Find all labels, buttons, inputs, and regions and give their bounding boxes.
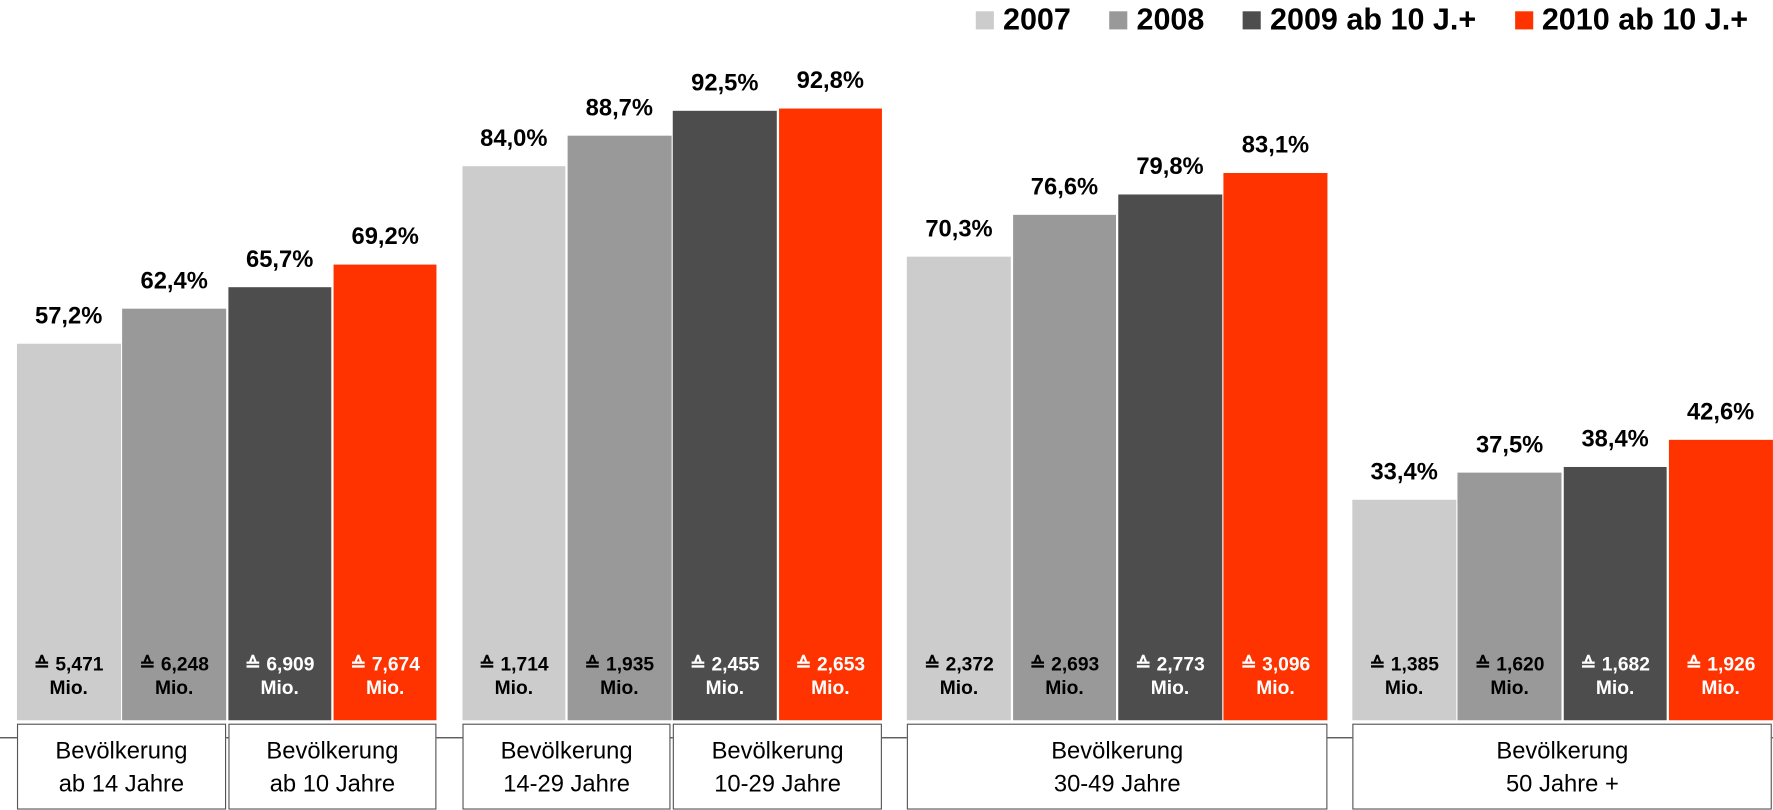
- population-label: ≙ 1,385 Mio.: [1369, 653, 1439, 699]
- population-label: ≙ 2,693 Mio.: [1029, 653, 1100, 699]
- population-label: ≙ 2,773 Mio.: [1135, 653, 1205, 699]
- category-label: ab 10 Jahre: [269, 771, 396, 798]
- category-box: Bevölkerung ab 14 Jahre: [16, 723, 226, 810]
- population-label: ≙ 3,096 Mio.: [1240, 653, 1311, 699]
- value-label: 62,4%: [140, 268, 208, 295]
- value-label: 70,3%: [925, 216, 993, 243]
- bar: [1668, 439, 1773, 721]
- value-label: 69,2%: [351, 223, 419, 250]
- bar: [1012, 215, 1117, 721]
- value-label: 33,4%: [1370, 459, 1438, 486]
- population-label: ≙ 2,372 Mio.: [924, 653, 994, 699]
- value-label: 88,7%: [585, 94, 653, 121]
- legend-swatch: [1514, 10, 1533, 29]
- value-label: 79,8%: [1136, 153, 1204, 180]
- value-label: 37,5%: [1475, 432, 1544, 459]
- category-label: 50 Jahre +: [1505, 771, 1619, 798]
- bar: [1563, 467, 1667, 721]
- value-label: 92,5%: [691, 69, 759, 96]
- population-label: ≙ 1,935 Mio.: [584, 653, 655, 699]
- category-box: Bevölkerung 10-29 Jahre: [673, 723, 883, 810]
- bar: [1118, 194, 1222, 721]
- category-box: Bevölkerung 14-29 Jahre: [462, 723, 672, 810]
- legend-label: 2007: [1002, 2, 1071, 37]
- bar: [333, 264, 437, 721]
- category-label: Bevölkerung: [500, 738, 633, 765]
- legend-swatch: [1109, 10, 1128, 29]
- legend-label: 2010 ab 10 J.+: [1541, 2, 1749, 37]
- bar: [567, 135, 672, 721]
- population-label: ≙ 6,248 Mio.: [139, 653, 209, 699]
- bar: [16, 343, 121, 721]
- category-label: Bevölkerung: [266, 738, 399, 765]
- category-label: Bevölkerung: [55, 738, 188, 765]
- baseline: [0, 737, 1773, 739]
- bar: [1352, 500, 1456, 721]
- population-label: ≙ 1,714 Mio.: [479, 653, 549, 699]
- legend-item: 2010 ab 10 J.+: [1514, 2, 1749, 37]
- category-label: ab 14 Jahre: [58, 771, 185, 798]
- legend: 2007 2008 2009 ab 10 J.+ 2010 ab 10 J.+: [975, 2, 1749, 37]
- population-label: ≙ 1,926 Mio.: [1685, 653, 1756, 699]
- value-label: 42,6%: [1686, 398, 1755, 425]
- population-label: ≙ 5,471 Mio.: [33, 653, 104, 699]
- category-label: Bevölkerung: [1496, 738, 1629, 765]
- bar: [1223, 172, 1328, 721]
- category-label: Bevölkerung: [1051, 738, 1184, 765]
- category-label: Bevölkerung: [711, 738, 844, 765]
- category-box: Bevölkerung ab 10 Jahre: [227, 723, 437, 810]
- category-box: Bevölkerung 50 Jahre +: [1352, 723, 1773, 810]
- bar: [907, 256, 1011, 721]
- legend-swatch: [975, 10, 994, 29]
- legend-item: 2009 ab 10 J.+: [1242, 2, 1477, 37]
- bar: [227, 287, 332, 721]
- legend-item: 2008: [1109, 2, 1204, 37]
- population-label: ≙ 2,455 Mio.: [690, 653, 760, 699]
- legend-label: 2008: [1136, 2, 1205, 37]
- category-label: 30-49 Jahre: [1053, 771, 1181, 798]
- category-label: 14-29 Jahre: [503, 771, 630, 798]
- value-label: 38,4%: [1581, 426, 1649, 453]
- bar: [462, 166, 566, 721]
- category-box: Bevölkerung 30-49 Jahre: [907, 723, 1328, 810]
- value-label: 92,8%: [796, 67, 864, 94]
- bar: [122, 308, 226, 721]
- value-label: 76,6%: [1030, 174, 1099, 201]
- bar: [778, 108, 883, 721]
- population-label: ≙ 1,682 Mio.: [1580, 653, 1650, 699]
- population-label: ≙ 1,620 Mio.: [1474, 653, 1545, 699]
- population-label: ≙ 6,909 Mio.: [244, 653, 315, 699]
- value-label: 57,2%: [35, 302, 103, 329]
- category-label: 10-29 Jahre: [714, 771, 841, 798]
- legend-label: 2009 ab 10 J.+: [1269, 2, 1477, 37]
- bar: [1457, 473, 1562, 721]
- value-label: 65,7%: [245, 246, 314, 273]
- legend-item: 2007: [975, 2, 1071, 37]
- value-label: 83,1%: [1241, 131, 1310, 158]
- legend-swatch: [1242, 10, 1261, 29]
- bar: [673, 110, 777, 721]
- value-label: 84,0%: [480, 125, 548, 152]
- population-label: ≙ 2,653 Mio.: [795, 653, 866, 699]
- population-label: ≙ 7,674 Mio.: [350, 653, 420, 699]
